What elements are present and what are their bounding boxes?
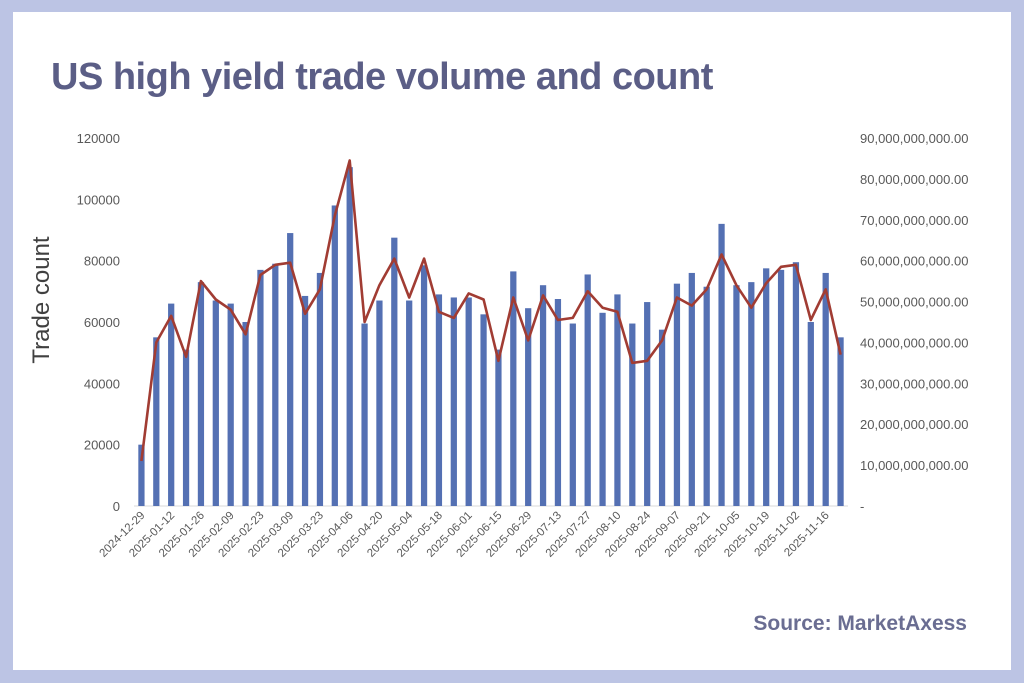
bar (168, 303, 175, 506)
y-tick-label: 80000 (84, 254, 120, 269)
bar (391, 237, 398, 506)
bar (525, 308, 532, 506)
bar (629, 323, 636, 506)
bar (257, 269, 264, 506)
bar (153, 337, 160, 506)
trade-volume-line (140, 159, 842, 462)
y-tick-label: 60000 (84, 315, 120, 330)
bar (480, 314, 487, 506)
y-tick-label: 120000 (77, 131, 120, 146)
bar (822, 272, 829, 506)
chart-title: US high yield trade volume and count (51, 56, 713, 98)
y2-tick-label: 20,000,000,000.00 (860, 417, 968, 432)
bar (733, 285, 740, 506)
y2-tick-label: 70,000,000,000.00 (860, 213, 968, 228)
bar (272, 263, 279, 506)
bar (688, 272, 695, 506)
y2-tick-label: 10,000,000,000.00 (860, 458, 968, 473)
bar (763, 268, 770, 506)
y2-tick-label: 80,000,000,000.00 (860, 172, 968, 187)
bar (287, 233, 294, 507)
x-tick-labels: 2024-12-292025-01-122025-01-262025-02-09… (97, 509, 831, 560)
bar (346, 167, 353, 506)
bar (182, 349, 190, 506)
bar (777, 269, 785, 506)
y2-tick-label: 30,000,000,000.00 (860, 376, 968, 391)
bar (331, 205, 338, 506)
y-axis-title: Trade count (28, 236, 55, 364)
bar-series (138, 167, 844, 507)
bar (406, 300, 413, 506)
bar (242, 322, 249, 506)
y-tick-label: 100000 (77, 192, 120, 207)
y2-tick-label: 90,000,000,000.00 (860, 131, 968, 146)
bar (644, 302, 651, 506)
bar (703, 286, 710, 506)
y2-tick-label: - (860, 499, 864, 514)
bar (614, 294, 621, 506)
bar (495, 349, 502, 506)
bar (584, 274, 591, 506)
bar (465, 297, 472, 506)
bar (599, 312, 606, 506)
bar (197, 282, 205, 506)
y-tick-label: 40000 (84, 376, 120, 391)
bar (301, 295, 309, 506)
bar (837, 337, 844, 506)
axes: 0 20000 40000 60000 80000 100000 120000 - 10,000… (77, 131, 969, 514)
y2-tick-label: 60,000,000,000.00 (860, 254, 968, 269)
y-tick-label: 20000 (84, 438, 120, 453)
line-series (140, 159, 842, 462)
bar (569, 323, 576, 506)
bar (450, 297, 457, 506)
bar (510, 271, 517, 506)
bar (554, 299, 562, 506)
bar (748, 282, 755, 506)
bar (420, 265, 428, 506)
bar (807, 322, 814, 506)
bar (792, 262, 800, 506)
bar (376, 300, 383, 506)
bar (227, 303, 234, 506)
y2-tick-label: 50,000,000,000.00 (860, 295, 968, 310)
bar (316, 272, 324, 506)
y2-tick-label: 40,000,000,000.00 (860, 335, 968, 350)
bar (539, 285, 547, 506)
source-note: Source: MarketAxess (753, 612, 967, 635)
bar (138, 444, 145, 506)
bar (658, 329, 666, 506)
bar (212, 300, 219, 506)
bar (435, 294, 443, 506)
bar (718, 223, 725, 506)
y-tick-label: 0 (113, 499, 120, 514)
bar (673, 283, 681, 506)
bar (361, 323, 368, 506)
